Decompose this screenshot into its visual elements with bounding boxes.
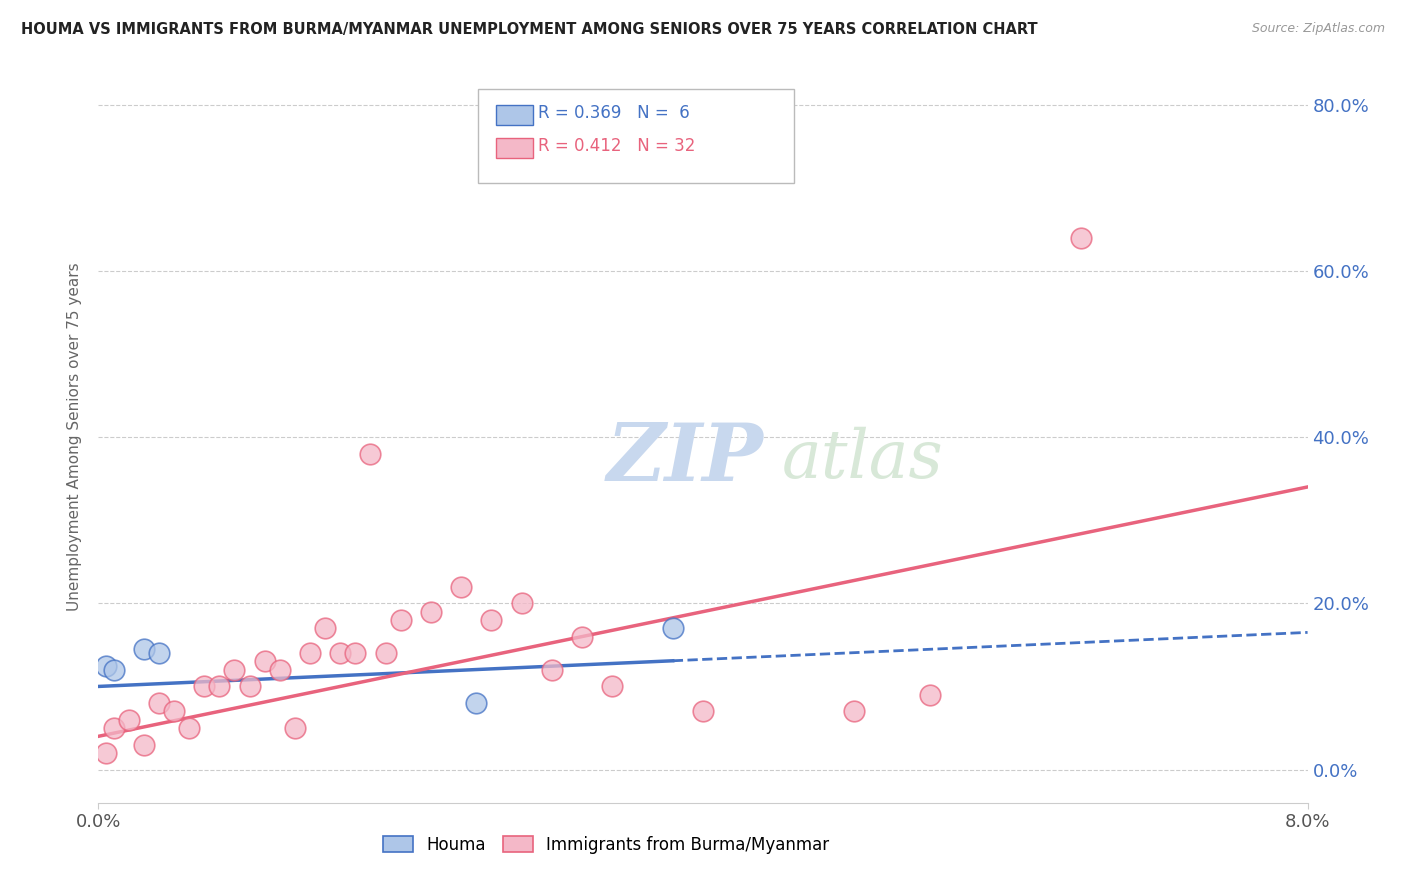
Point bbox=[450, 580, 472, 594]
Point bbox=[481, 613, 503, 627]
Point bbox=[344, 646, 367, 660]
Point bbox=[299, 646, 322, 660]
Point bbox=[389, 613, 412, 627]
Point bbox=[465, 696, 488, 710]
Point bbox=[420, 605, 443, 619]
Point bbox=[269, 663, 291, 677]
Text: Source: ZipAtlas.com: Source: ZipAtlas.com bbox=[1251, 22, 1385, 36]
Point bbox=[918, 688, 941, 702]
Point bbox=[360, 447, 382, 461]
Point bbox=[284, 721, 307, 735]
Point bbox=[510, 596, 533, 610]
Text: R = 0.369   N =  6: R = 0.369 N = 6 bbox=[538, 104, 690, 122]
Point bbox=[661, 621, 683, 635]
Point bbox=[692, 705, 714, 719]
Point bbox=[314, 621, 336, 635]
Point bbox=[602, 680, 624, 694]
Y-axis label: Unemployment Among Seniors over 75 years: Unemployment Among Seniors over 75 years bbox=[67, 263, 83, 611]
Point bbox=[253, 655, 276, 669]
Point bbox=[118, 713, 141, 727]
Point bbox=[94, 658, 117, 673]
Point bbox=[94, 746, 117, 760]
Text: ZIP: ZIP bbox=[606, 420, 763, 498]
Point bbox=[179, 721, 201, 735]
Point bbox=[329, 646, 352, 660]
Point bbox=[148, 696, 170, 710]
Text: R = 0.412   N = 32: R = 0.412 N = 32 bbox=[538, 137, 696, 155]
Point bbox=[239, 680, 262, 694]
Point bbox=[103, 721, 125, 735]
Point bbox=[163, 705, 186, 719]
Text: atlas: atlas bbox=[782, 426, 943, 491]
Point bbox=[540, 663, 562, 677]
Point bbox=[132, 642, 155, 657]
Point bbox=[844, 705, 866, 719]
Point bbox=[374, 646, 396, 660]
Legend: Houma, Immigrants from Burma/Myanmar: Houma, Immigrants from Burma/Myanmar bbox=[377, 829, 837, 860]
Point bbox=[132, 738, 155, 752]
Point bbox=[148, 646, 170, 660]
Point bbox=[208, 680, 231, 694]
Point bbox=[193, 680, 215, 694]
Point bbox=[103, 663, 125, 677]
Text: HOUMA VS IMMIGRANTS FROM BURMA/MYANMAR UNEMPLOYMENT AMONG SENIORS OVER 75 YEARS : HOUMA VS IMMIGRANTS FROM BURMA/MYANMAR U… bbox=[21, 22, 1038, 37]
Point bbox=[1070, 230, 1092, 244]
Point bbox=[224, 663, 246, 677]
Point bbox=[571, 630, 593, 644]
